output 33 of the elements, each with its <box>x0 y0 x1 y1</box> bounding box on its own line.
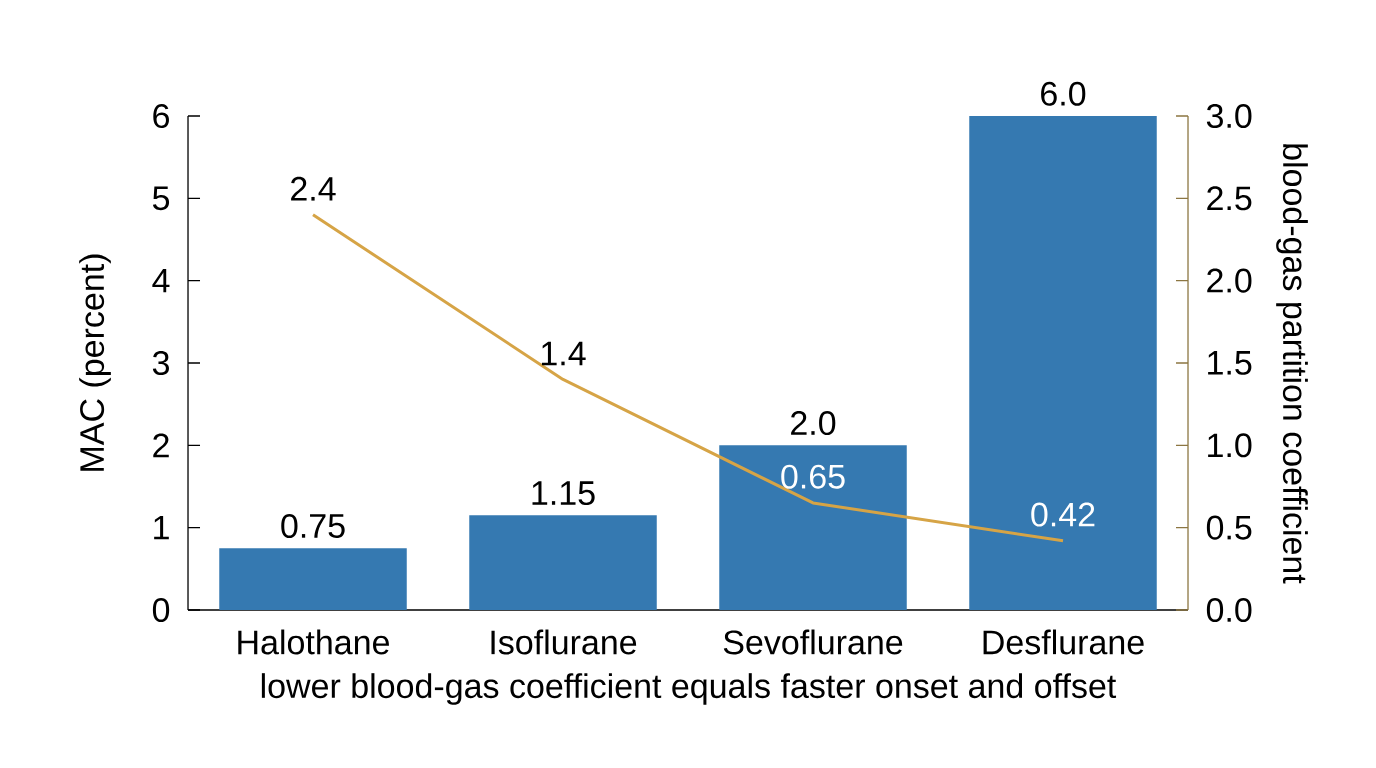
bar <box>969 116 1157 610</box>
y-tick-label: 5 <box>152 186 170 211</box>
data-label: 0.65 <box>781 464 845 489</box>
y-tick-label: 1 <box>154 515 169 540</box>
data-label: 2.4 <box>291 176 336 201</box>
y2-tick-label: 0.5 <box>1206 515 1252 540</box>
data-label: 0.42 <box>1031 502 1095 527</box>
y-tick-label: 6 <box>153 103 169 129</box>
y-tick-label: 0 <box>152 597 170 623</box>
x-tick-label: Isoflurane <box>491 629 637 655</box>
data-label: 2.0 <box>791 411 836 436</box>
bar <box>719 445 907 610</box>
x-tick-label: Halothane <box>238 629 389 655</box>
y-tick-label: 3 <box>152 350 169 376</box>
y-tick-label: 2 <box>153 433 169 458</box>
y-tick-label: 4 <box>152 268 170 293</box>
x-tick-label: Sevoflurane <box>723 629 903 655</box>
y2-tick-label: 0.0 <box>1206 597 1252 623</box>
data-label: 6.0 <box>1041 81 1086 106</box>
y2-tick-label: 3.0 <box>1206 103 1252 129</box>
data-label: 0.75 <box>281 513 345 539</box>
x-tick-label: Desflurane <box>983 629 1144 655</box>
bar <box>219 548 407 610</box>
data-label: 1.15 <box>532 481 595 506</box>
y2-tick-label: 1.0 <box>1208 433 1252 458</box>
y2-tick-label: 2.0 <box>1207 268 1252 293</box>
y2-tick-label: 2.5 <box>1207 186 1252 211</box>
y-axis-title: MAC (percent) <box>79 254 111 471</box>
y2-tick-label: 1.5 <box>1208 351 1252 375</box>
bar <box>469 515 657 610</box>
x-axis-title: lower blood-gas coefficient equals faster onset and offset <box>261 673 1117 705</box>
y2-axis-title: blood-gas partition coefficient <box>1276 144 1308 584</box>
data-label: 1.4 <box>541 341 586 366</box>
